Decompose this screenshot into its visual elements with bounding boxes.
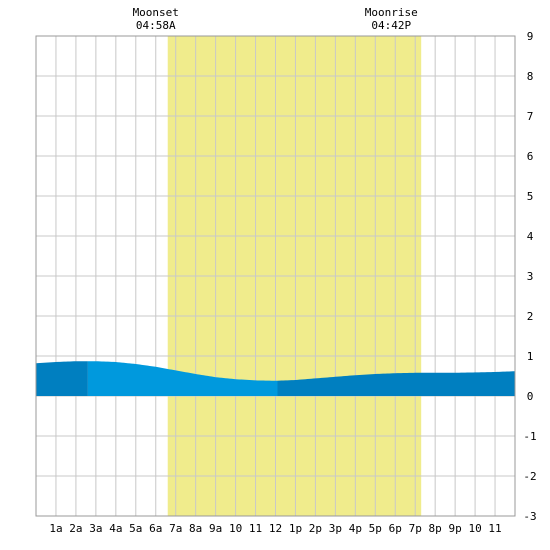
y-tick-label: 5 — [527, 190, 534, 203]
grid-lines — [36, 36, 515, 516]
y-tick-label: 4 — [527, 230, 534, 243]
y-tick-label: 2 — [527, 310, 534, 323]
x-tick-label: 9p — [449, 522, 462, 535]
y-tick-label: 3 — [527, 270, 534, 283]
plot-frame — [35, 35, 516, 517]
x-tick-label: 11 — [488, 522, 501, 535]
x-tick-label: 8p — [429, 522, 442, 535]
x-tick-label: 10 — [229, 522, 242, 535]
x-tick-label: 6a — [149, 522, 162, 535]
x-tick-label: 9a — [209, 522, 222, 535]
x-tick-label: 1a — [49, 522, 62, 535]
tide-segment — [277, 371, 515, 396]
tide-segment — [87, 361, 278, 396]
x-tick-label: 3p — [329, 522, 342, 535]
y-tick-label: 1 — [527, 350, 534, 363]
y-tick-label: 7 — [527, 110, 534, 123]
y-tick-label: -2 — [523, 470, 536, 483]
y-tick-label: 9 — [527, 30, 534, 43]
x-tick-label: 5a — [129, 522, 142, 535]
moon-event-time: 04:58A — [136, 19, 176, 32]
y-tick-label: 0 — [527, 390, 534, 403]
x-tick-label: 12 — [269, 522, 282, 535]
x-tick-label: 4a — [109, 522, 122, 535]
x-tick-label: 1p — [289, 522, 302, 535]
x-tick-label: 8a — [189, 522, 202, 535]
x-tick-label: 5p — [369, 522, 382, 535]
x-tick-label: 3a — [89, 522, 102, 535]
x-tick-label: 11 — [249, 522, 262, 535]
x-tick-label: 6p — [389, 522, 402, 535]
tide-area — [36, 361, 515, 396]
moon-event-label: Moonrise — [365, 6, 418, 19]
x-tick-labels: 1a 2a 3a 4a 5a 6a 7a 8a 9a 10 11 12 1p 2p 3p 4p 5p 6p 7p 8p… — [49, 522, 501, 535]
tide-segment — [36, 361, 88, 396]
x-tick-label: 10 — [468, 522, 481, 535]
x-tick-label: 2a — [69, 522, 82, 535]
x-tick-label: 7p — [409, 522, 422, 535]
x-tick-label: 2p — [309, 522, 322, 535]
x-tick-label: 7a — [169, 522, 182, 535]
moon-event-label: Moonset — [133, 6, 179, 19]
x-tick-label: 4p — [349, 522, 362, 535]
y-tick-label: -1 — [523, 430, 536, 443]
y-tick-label: 8 — [527, 70, 534, 83]
moon-event-time: 04:42P — [371, 19, 411, 32]
y-tick-label: 6 — [527, 150, 534, 163]
y-tick-labels: -3 -2 -1 0 1 2 3 4 5 6 7 8 9 — [523, 30, 536, 523]
y-tick-label: -3 — [523, 510, 536, 523]
